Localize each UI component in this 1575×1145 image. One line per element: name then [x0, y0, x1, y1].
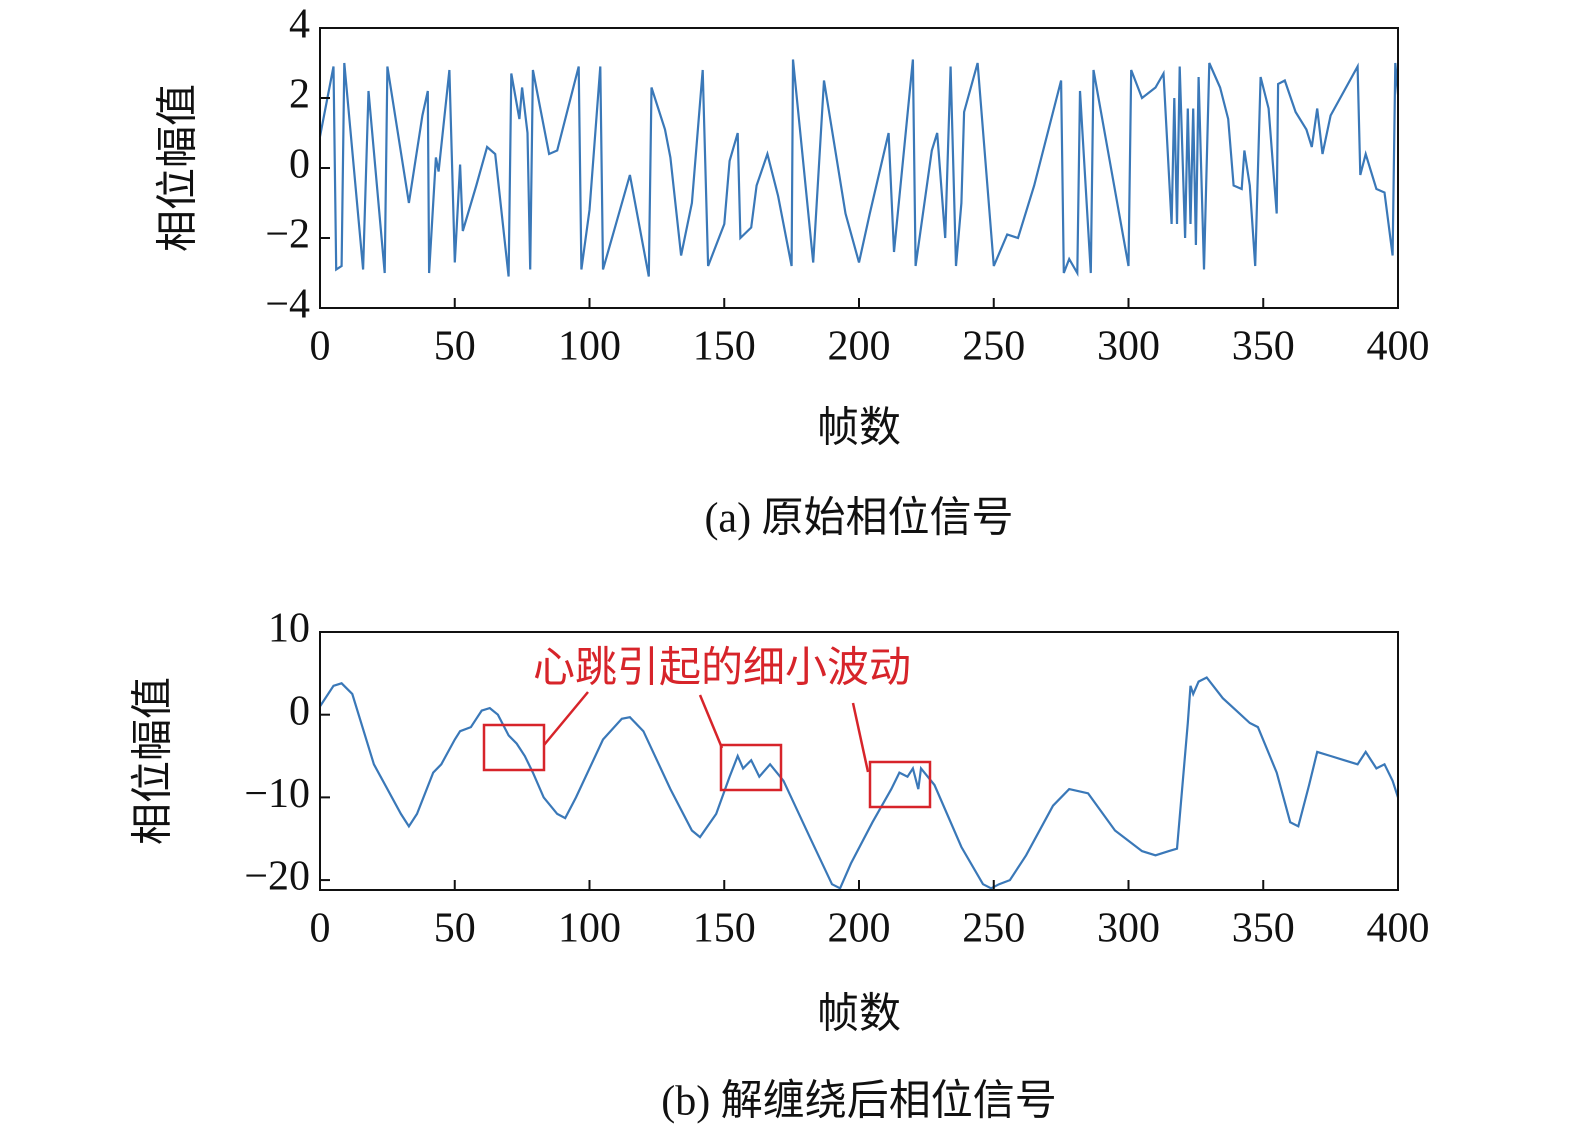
y-tick-label: 0 [289, 142, 310, 188]
data-line [319, 676, 1400, 890]
x-tick-label: 100 [558, 324, 621, 370]
x-tick-label: 50 [434, 324, 476, 370]
caption: (b) 解缠绕后相位信号 [661, 1078, 1056, 1125]
annotation-arrow [851, 702, 870, 773]
x-tick-label: 0 [310, 906, 331, 952]
annotation: 心跳引起的细小波动 [533, 646, 911, 692]
x-axis-label: 帧数 [817, 992, 901, 1038]
y-tick-label: 0 [289, 688, 310, 734]
highlight-box [719, 743, 783, 792]
y-tick-label: 10 [268, 606, 310, 652]
x-tick-label: 400 [1367, 906, 1430, 952]
y-axis-label: 相位幅值 [130, 677, 177, 845]
x-tick-label: 0 [310, 324, 331, 370]
x-tick-label: 100 [558, 906, 621, 952]
y-tick-label: −20 [244, 854, 310, 900]
y-tick-label: −4 [265, 282, 310, 328]
highlight-box [868, 760, 932, 809]
x-tick-label: 350 [1232, 906, 1295, 952]
annotation-arrow [543, 691, 589, 746]
x-tick-label: 300 [1097, 324, 1160, 370]
y-axis-label: 相位幅值 [155, 84, 202, 252]
x-axis-label: 帧数 [817, 406, 901, 452]
highlight-box [482, 723, 546, 772]
x-tick-label: 250 [962, 906, 1025, 952]
panel: 0 50 100 150 200 250 300 350 400 −20 −10 0 10 帧数 相位幅值 (… [130, 606, 1430, 1125]
data-line [318, 59, 1400, 277]
x-tick-label: 400 [1367, 324, 1430, 370]
annotation-arrow [698, 694, 724, 749]
x-tick-label: 150 [693, 324, 756, 370]
x-tick-label: 200 [828, 906, 891, 952]
x-tick-label: 300 [1097, 906, 1160, 952]
x-tick-label: 150 [693, 906, 756, 952]
x-tick-label: 50 [434, 906, 476, 952]
panel: 0 50 100 150 200 250 300 350 400 −4 −2 0 2 4 帧数 相位幅值 (a)… [155, 2, 1430, 542]
y-tick-label: 4 [289, 2, 310, 48]
annotation-shapes [482, 691, 932, 809]
y-tick-label: −10 [244, 771, 310, 817]
y-tick-label: −2 [265, 212, 310, 258]
x-tick-label: 350 [1232, 324, 1295, 370]
y-tick-label: 2 [289, 72, 310, 118]
caption: (a) 原始相位信号 [704, 495, 1013, 542]
x-tick-label: 250 [962, 324, 1025, 370]
x-tick-label: 200 [828, 324, 891, 370]
